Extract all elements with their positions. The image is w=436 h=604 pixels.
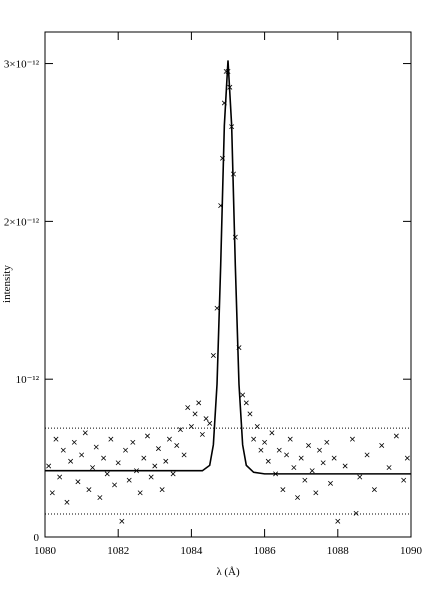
data-point xyxy=(262,439,268,445)
data-point xyxy=(130,439,136,445)
data-point xyxy=(276,447,282,453)
data-point xyxy=(60,447,66,453)
data-point xyxy=(123,447,129,453)
data-point xyxy=(401,477,407,483)
data-point xyxy=(115,460,121,466)
data-point xyxy=(240,392,246,398)
y-tick-label: 3×10⁻¹² xyxy=(4,59,40,71)
data-point xyxy=(284,452,290,458)
data-point xyxy=(214,305,220,311)
data-point xyxy=(86,487,92,493)
data-point xyxy=(254,424,260,430)
data-point xyxy=(101,455,107,461)
y-tick-label: 10⁻¹² xyxy=(16,374,40,386)
data-point xyxy=(163,458,169,464)
data-point xyxy=(364,452,370,458)
x-tick-label: 1088 xyxy=(327,545,350,557)
data-point xyxy=(291,465,297,471)
data-point xyxy=(155,446,161,452)
data-point xyxy=(170,471,176,477)
data-point xyxy=(357,474,363,480)
data-point xyxy=(324,439,330,445)
x-tick-label: 1086 xyxy=(254,545,277,557)
data-point xyxy=(82,430,88,436)
data-point xyxy=(174,442,180,448)
data-point xyxy=(181,452,187,458)
data-point xyxy=(251,436,257,442)
data-point xyxy=(53,436,59,442)
data-point xyxy=(371,487,377,493)
data-point xyxy=(71,439,77,445)
data-point xyxy=(90,465,96,471)
x-tick-label: 1090 xyxy=(400,545,423,557)
data-point xyxy=(144,433,150,439)
data-point xyxy=(386,465,392,471)
data-point xyxy=(177,427,183,433)
data-point xyxy=(137,490,143,496)
data-point xyxy=(49,490,55,496)
y-axis-label: intensity xyxy=(1,265,13,303)
data-point xyxy=(298,455,304,461)
data-point xyxy=(46,463,52,469)
data-point xyxy=(112,482,118,488)
data-point xyxy=(192,411,198,417)
data-point xyxy=(75,479,81,485)
data-point xyxy=(210,353,216,358)
data-point xyxy=(331,455,337,461)
data-point xyxy=(188,424,194,430)
data-point xyxy=(379,442,385,448)
y-tick-label: 0 xyxy=(34,532,40,544)
data-point xyxy=(108,436,114,442)
plot-frame xyxy=(44,31,412,538)
x-tick-label: 1082 xyxy=(107,545,129,557)
data-point xyxy=(313,490,319,496)
fit-line xyxy=(45,60,411,475)
data-point xyxy=(309,468,315,474)
data-point xyxy=(342,463,348,469)
data-point xyxy=(196,400,202,406)
data-point xyxy=(393,433,399,439)
data-point xyxy=(93,444,99,450)
data-point xyxy=(64,499,70,505)
data-point xyxy=(166,436,172,442)
data-point xyxy=(243,400,249,406)
data-point xyxy=(335,518,341,524)
data-point xyxy=(258,447,264,453)
data-point xyxy=(97,495,103,501)
data-point xyxy=(141,455,147,461)
data-point xyxy=(148,474,154,480)
data-point xyxy=(302,477,308,483)
data-point xyxy=(79,452,85,458)
x-tick-label: 1080 xyxy=(34,545,57,557)
data-point xyxy=(159,487,165,493)
data-point xyxy=(199,431,205,437)
data-point xyxy=(119,518,125,524)
data-point xyxy=(404,455,410,461)
data-point xyxy=(68,458,74,464)
data-point xyxy=(57,474,63,480)
data-point xyxy=(306,442,312,448)
data-point xyxy=(207,420,213,426)
data-point xyxy=(280,487,286,493)
data-point xyxy=(247,411,253,417)
data-point xyxy=(320,460,326,466)
data-point xyxy=(185,405,191,411)
data-point xyxy=(269,430,275,436)
data-point xyxy=(287,436,293,442)
data-point xyxy=(353,510,359,516)
data-point xyxy=(295,495,301,501)
data-point xyxy=(152,463,158,469)
data-point xyxy=(203,416,209,422)
x-axis-label: λ (Å) xyxy=(216,566,240,578)
data-point xyxy=(327,480,333,486)
data-point xyxy=(349,436,355,442)
data-point xyxy=(265,458,271,464)
x-tick-label: 1084 xyxy=(180,545,203,557)
data-point xyxy=(104,471,110,477)
data-point xyxy=(317,447,322,453)
y-tick-label: 2×10⁻¹² xyxy=(4,216,40,228)
data-point xyxy=(126,477,132,483)
